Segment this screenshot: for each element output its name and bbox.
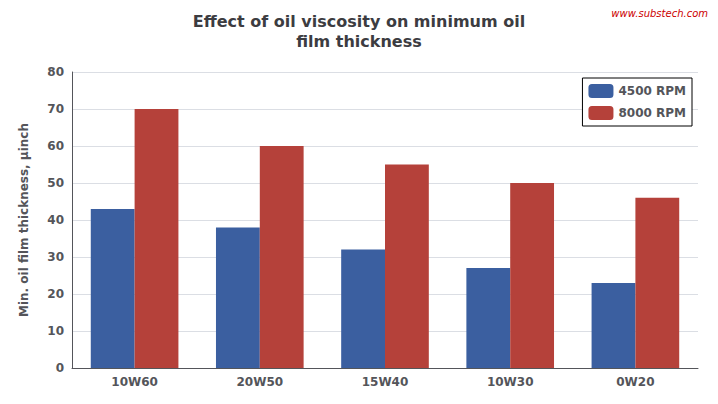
svg-text:15W40: 15W40 bbox=[362, 375, 409, 389]
svg-text:film thickness: film thickness bbox=[296, 32, 422, 51]
svg-text:Min. oil film thickness, μinch: Min. oil film thickness, μinch bbox=[17, 123, 31, 317]
svg-text:20W50: 20W50 bbox=[236, 375, 283, 389]
svg-text:0: 0 bbox=[56, 361, 64, 375]
svg-text:8000 RPM: 8000 RPM bbox=[618, 106, 686, 120]
svg-text:4500 RPM: 4500 RPM bbox=[618, 84, 686, 98]
svg-text:80: 80 bbox=[47, 65, 64, 79]
svg-text:60: 60 bbox=[47, 139, 64, 153]
svg-text:www.substech.com: www.substech.com bbox=[611, 8, 708, 19]
svg-text:20: 20 bbox=[47, 287, 64, 301]
svg-text:70: 70 bbox=[47, 102, 64, 116]
svg-text:30: 30 bbox=[47, 250, 64, 264]
svg-text:10W30: 10W30 bbox=[487, 375, 534, 389]
svg-text:50: 50 bbox=[47, 176, 64, 190]
svg-text:Effect of oil viscosity on min: Effect of oil viscosity on minimum oil bbox=[193, 12, 525, 31]
svg-text:40: 40 bbox=[47, 213, 64, 227]
svg-text:0W20: 0W20 bbox=[616, 375, 654, 389]
svg-text:10W60: 10W60 bbox=[111, 375, 158, 389]
svg-text:10: 10 bbox=[47, 324, 64, 338]
